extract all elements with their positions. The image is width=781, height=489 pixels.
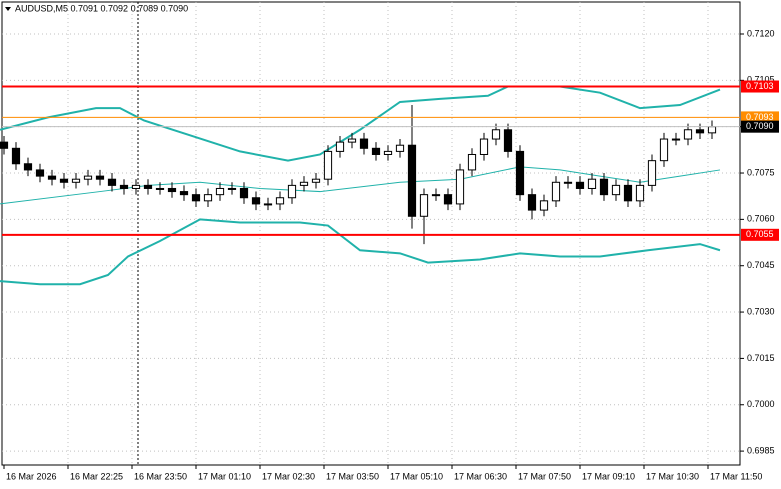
candle-body	[167, 187, 177, 193]
candle-body	[347, 138, 357, 143]
bollinger-band	[0, 218, 721, 286]
candle-body	[563, 181, 573, 184]
x-tick-label: 17 Mar 09:10	[582, 471, 635, 481]
candle-body	[623, 184, 633, 202]
candle-body	[227, 187, 237, 190]
candle-body	[671, 138, 681, 141]
y-tick-label: 0.6985	[747, 445, 775, 455]
candle-body	[59, 178, 69, 183]
price-label: 0.7103	[746, 81, 774, 91]
candle-body	[659, 138, 669, 162]
candle-body	[491, 129, 501, 140]
candle-body	[155, 187, 165, 190]
last-price-label: 0.7090	[746, 121, 774, 131]
plot-frame	[1, 1, 741, 466]
candle-body	[131, 184, 141, 189]
candle-body	[707, 126, 717, 134]
candle-body	[479, 138, 489, 155]
candle-body	[311, 178, 321, 183]
candle-body	[107, 178, 117, 186]
y-tick-label: 0.7015	[747, 353, 775, 363]
candle-body	[263, 203, 273, 206]
candle-body	[335, 141, 345, 152]
y-tick-label: 0.7075	[747, 167, 775, 177]
y-tick-label: 0.7000	[747, 399, 775, 409]
candle-body	[239, 187, 249, 199]
x-tick-label: 17 Mar 05:10	[390, 471, 443, 481]
candle-body	[419, 194, 429, 217]
candle-body	[455, 169, 465, 205]
y-tick-label: 0.7030	[747, 306, 775, 316]
y-tick-label: 0.7045	[747, 260, 775, 270]
candle-body	[47, 175, 57, 180]
candle-body	[515, 150, 525, 196]
price-label: 0.7055	[746, 229, 774, 239]
candle-body	[647, 160, 657, 186]
candle-body	[275, 197, 285, 205]
price-label-box	[741, 228, 779, 241]
candle-body	[287, 184, 297, 199]
candle-body	[443, 194, 453, 205]
x-tick-label: 17 Mar 03:50	[326, 471, 379, 481]
y-tick-label: 0.7060	[747, 214, 775, 224]
candle-body	[35, 169, 45, 177]
y-tick-label: 0.7105	[747, 75, 775, 85]
candle-body	[503, 129, 513, 152]
candle-body	[215, 187, 225, 196]
x-tick-label: 17 Mar 01:10	[198, 471, 251, 481]
candle-body	[407, 144, 417, 217]
price-label: 0.7093	[746, 112, 774, 122]
candle-body	[359, 138, 369, 149]
candle-body	[179, 191, 189, 196]
candle-body	[383, 150, 393, 155]
bollinger-band	[0, 166, 721, 205]
candle-body	[203, 194, 213, 202]
candle-body	[0, 141, 9, 149]
candle-body	[611, 184, 621, 196]
candle-body	[431, 194, 441, 197]
candle-body	[119, 184, 129, 189]
candle-body	[299, 181, 309, 186]
x-tick-label: 17 Mar 11:50	[710, 471, 762, 481]
candle-body	[599, 178, 609, 196]
candle-body	[635, 184, 645, 202]
candle-body	[143, 184, 153, 189]
candle-body	[95, 175, 105, 180]
candle-body	[83, 175, 93, 180]
chart-title: AUDUSD,M5 0.7091 0.7092 0.7089 0.7090	[15, 3, 188, 13]
candle-body	[71, 178, 81, 183]
x-tick-label: 16 Mar 22:25	[70, 471, 123, 481]
last-price-box	[741, 120, 779, 133]
x-tick-label: 17 Mar 07:50	[518, 471, 571, 481]
x-tick-label: 17 Mar 06:30	[454, 471, 507, 481]
candle-body	[11, 147, 21, 165]
candle-body	[683, 129, 693, 140]
price-label-box	[741, 111, 779, 124]
candle-body	[251, 197, 261, 205]
candle-body	[695, 129, 705, 134]
candle-body	[371, 147, 381, 155]
candle-body	[575, 181, 585, 189]
x-tick-label: 16 Mar 23:50	[134, 471, 187, 481]
candle-body	[527, 194, 537, 211]
x-tick-label: 17 Mar 02:30	[262, 471, 315, 481]
x-tick-label: 16 Mar 2026	[6, 471, 57, 481]
candle-body	[467, 153, 477, 171]
candle-body	[23, 163, 33, 171]
x-tick-label: 17 Mar 10:30	[646, 471, 699, 481]
price-label-box	[741, 80, 779, 93]
candle-body	[191, 194, 201, 202]
menu-arrow	[5, 7, 11, 11]
candle-body	[587, 178, 597, 189]
candle-body	[323, 150, 333, 180]
candle-body	[539, 200, 549, 211]
bollinger-band	[0, 85, 721, 162]
y-tick-label: 0.7120	[747, 28, 775, 38]
candle-body	[551, 181, 561, 202]
candle-body	[395, 144, 405, 152]
